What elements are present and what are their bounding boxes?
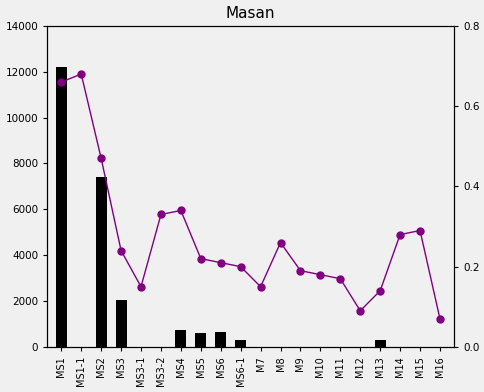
Bar bbox=[95, 177, 106, 347]
Bar bbox=[215, 332, 226, 347]
Bar bbox=[195, 333, 206, 347]
Bar bbox=[235, 340, 246, 347]
Bar bbox=[56, 67, 67, 347]
Bar bbox=[115, 300, 126, 347]
Title: Masan: Masan bbox=[226, 5, 275, 20]
Bar bbox=[175, 330, 186, 347]
Bar bbox=[374, 340, 385, 347]
